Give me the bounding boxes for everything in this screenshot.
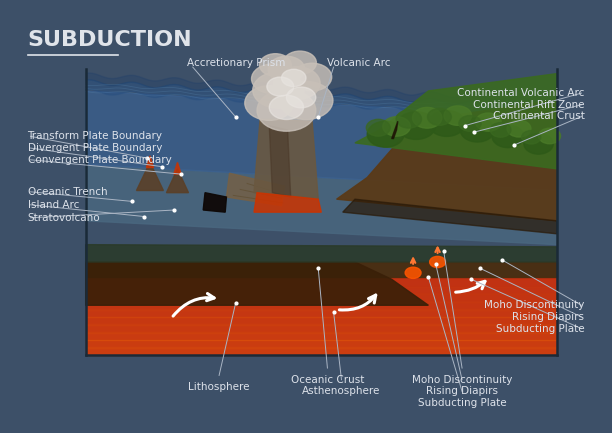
Polygon shape xyxy=(86,245,557,262)
Circle shape xyxy=(476,113,501,131)
Circle shape xyxy=(274,67,320,100)
Circle shape xyxy=(492,125,524,148)
Polygon shape xyxy=(203,193,226,212)
Polygon shape xyxy=(226,173,285,206)
Polygon shape xyxy=(86,317,557,324)
Polygon shape xyxy=(86,294,557,301)
Polygon shape xyxy=(136,162,163,191)
Polygon shape xyxy=(254,119,318,199)
Polygon shape xyxy=(392,121,398,139)
Circle shape xyxy=(267,77,294,96)
Polygon shape xyxy=(86,310,557,317)
Text: Accretionary Prism: Accretionary Prism xyxy=(187,58,285,68)
Text: Lithosphere: Lithosphere xyxy=(188,382,250,392)
Polygon shape xyxy=(337,100,557,221)
Circle shape xyxy=(460,118,494,142)
Polygon shape xyxy=(174,162,181,174)
Circle shape xyxy=(405,267,421,278)
Circle shape xyxy=(397,112,436,139)
Polygon shape xyxy=(86,340,557,347)
Circle shape xyxy=(427,109,452,126)
Polygon shape xyxy=(343,199,557,234)
Text: Transform Plate Boundary: Transform Plate Boundary xyxy=(28,131,163,142)
Circle shape xyxy=(245,86,294,120)
Circle shape xyxy=(539,128,561,144)
Circle shape xyxy=(252,64,293,94)
Circle shape xyxy=(268,56,305,82)
Polygon shape xyxy=(86,91,557,191)
Polygon shape xyxy=(269,126,291,197)
Text: Moho Discontinuity: Moho Discontinuity xyxy=(484,300,584,310)
Polygon shape xyxy=(86,262,557,277)
Circle shape xyxy=(521,130,541,144)
Text: Rising Diapirs: Rising Diapirs xyxy=(512,312,584,322)
Text: Subducting Plate: Subducting Plate xyxy=(418,398,506,408)
Text: Divergent Plate Boundary: Divergent Plate Boundary xyxy=(28,143,162,153)
Polygon shape xyxy=(166,169,188,193)
Polygon shape xyxy=(86,302,557,309)
Circle shape xyxy=(366,120,390,136)
Circle shape xyxy=(259,54,291,76)
Text: Island Arc: Island Arc xyxy=(28,200,79,210)
Circle shape xyxy=(367,121,404,147)
Circle shape xyxy=(412,107,442,128)
Polygon shape xyxy=(86,277,557,355)
Polygon shape xyxy=(146,156,154,168)
Text: Continental Rift Zone: Continental Rift Zone xyxy=(473,100,584,110)
Polygon shape xyxy=(86,333,557,339)
Text: Rising Diapirs: Rising Diapirs xyxy=(426,386,498,396)
Circle shape xyxy=(459,116,481,131)
Text: Oceanic Crust: Oceanic Crust xyxy=(291,375,364,385)
Polygon shape xyxy=(254,193,321,212)
Text: Subducting Plate: Subducting Plate xyxy=(496,323,584,334)
Circle shape xyxy=(253,72,304,108)
Circle shape xyxy=(428,110,465,136)
Text: Volcanic Arc: Volcanic Arc xyxy=(327,58,391,68)
Circle shape xyxy=(524,133,553,154)
Text: Continental Crust: Continental Crust xyxy=(493,111,584,122)
Circle shape xyxy=(383,117,410,136)
Text: SUBDUCTION: SUBDUCTION xyxy=(28,30,192,50)
Circle shape xyxy=(430,256,446,268)
Circle shape xyxy=(490,123,511,137)
Text: Continental Volcanic Arc: Continental Volcanic Arc xyxy=(457,88,584,98)
Polygon shape xyxy=(86,325,557,332)
Polygon shape xyxy=(86,165,557,245)
Text: Oceanic Trench: Oceanic Trench xyxy=(28,187,107,197)
Circle shape xyxy=(293,63,332,91)
Text: Moho Discontinuity: Moho Discontinuity xyxy=(412,375,512,385)
Circle shape xyxy=(396,110,422,128)
Circle shape xyxy=(286,87,316,108)
Circle shape xyxy=(507,120,531,137)
Circle shape xyxy=(279,81,333,120)
Circle shape xyxy=(257,90,316,131)
Polygon shape xyxy=(86,262,428,305)
Polygon shape xyxy=(355,74,557,169)
Circle shape xyxy=(282,69,306,87)
Circle shape xyxy=(283,51,316,74)
Text: Asthenosphere: Asthenosphere xyxy=(302,386,381,396)
Text: Convergent Plate Boundary: Convergent Plate Boundary xyxy=(28,155,171,165)
Circle shape xyxy=(269,95,304,120)
Polygon shape xyxy=(86,348,557,355)
Circle shape xyxy=(444,106,471,126)
Text: Stratovolcano: Stratovolcano xyxy=(28,213,100,223)
